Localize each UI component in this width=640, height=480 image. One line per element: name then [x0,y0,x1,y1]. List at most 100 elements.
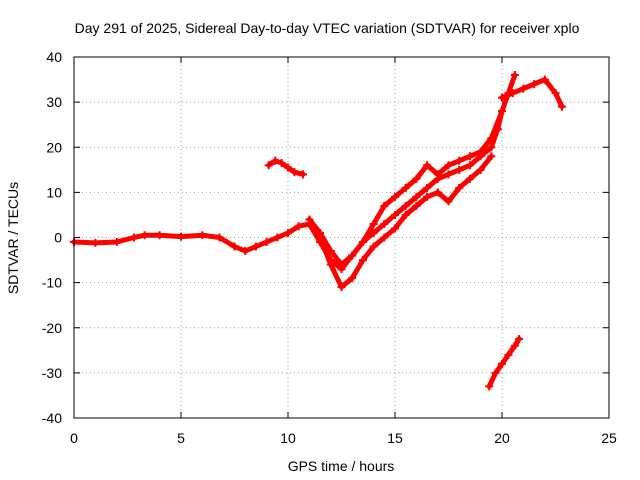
data-point [540,75,549,84]
data-point [401,210,410,219]
data-point [455,165,464,174]
data-point [348,274,357,283]
data-point [326,260,335,269]
data-point [476,165,485,174]
data-point [465,174,474,183]
data-point [198,231,207,240]
x-tick-label: 15 [387,430,403,446]
data-point [129,233,138,242]
y-axis-label: SDTVAR / TECUs [5,182,21,294]
data-point [515,335,524,344]
data-point [262,238,271,247]
data-point [155,231,164,240]
data-point [369,242,378,251]
y-tick-label: -10 [42,275,62,291]
data-point [284,163,292,172]
data-point [284,228,292,237]
data-point [380,201,389,210]
data-point [412,201,421,210]
data-point [264,161,273,170]
y-tick-label: 30 [46,94,62,110]
series-track-isolated-negative [485,335,524,391]
data-point [391,192,399,201]
data-point [380,233,389,242]
y-tick-label: -30 [42,365,62,381]
data-point [465,161,474,170]
x-tick-label: 10 [280,430,296,446]
data-point [337,260,346,269]
data-point [557,102,566,111]
data-point [271,156,280,165]
data-point [487,134,496,143]
x-axis-label: GPS time / hours [288,458,395,474]
data-point [326,247,335,256]
data-point [412,192,421,201]
data-point [487,143,496,152]
data-point [316,233,325,242]
series-track-isolated-positive [264,156,307,179]
data-point [444,197,453,206]
data-point [510,341,519,350]
data-point [455,156,464,165]
data-point [465,152,474,161]
data-point [358,238,367,247]
x-tick-label: 0 [70,430,78,446]
data-point [215,233,224,242]
data-point [530,80,539,89]
y-tick-label: 0 [54,230,62,246]
data-point [498,359,506,368]
data-point [290,168,299,177]
data-point [423,183,432,192]
data-point [433,170,442,179]
data-point [476,147,485,156]
data-point [433,188,442,197]
data-point [294,222,303,231]
data-point [380,219,389,228]
data-point [498,107,506,116]
data-point [358,256,367,265]
data-point [391,210,399,219]
y-tick-label: -40 [42,410,62,426]
data-point [485,382,494,391]
data-point [230,242,239,251]
data-point [401,201,410,210]
y-tick-label: -20 [42,320,62,336]
series-track-lower-branch [316,152,496,292]
data-point [423,161,432,170]
series-track-main [70,71,519,274]
y-tick-label: 10 [46,184,62,200]
data-point [519,84,528,93]
data-point [369,219,378,228]
plot-frame [73,56,610,419]
data-point [251,242,260,251]
data-point [298,170,307,179]
y-tick-label: 40 [46,49,62,65]
data-point [412,174,421,183]
data-point [491,368,500,377]
data-point [498,93,506,102]
data-point [391,224,399,233]
series-layer [70,71,566,391]
data-point [551,89,560,98]
data-point [177,232,185,241]
data-point [508,89,517,98]
data-point [348,251,357,260]
y-tick-label: 20 [46,139,62,155]
data-point [455,183,464,192]
series-track-upper-branch [305,107,506,269]
data-point [91,238,100,247]
data-point [273,233,282,242]
data-point [241,247,250,256]
data-point [112,238,121,247]
data-point [423,192,432,201]
data-point [305,215,314,224]
data-point [401,183,410,192]
data-point [487,152,496,161]
data-point [337,283,346,292]
x-tick-label: 5 [177,430,185,446]
data-point [510,71,519,80]
data-point [444,161,453,170]
data-point [277,159,286,168]
data-point [140,231,149,240]
data-point [504,350,513,359]
